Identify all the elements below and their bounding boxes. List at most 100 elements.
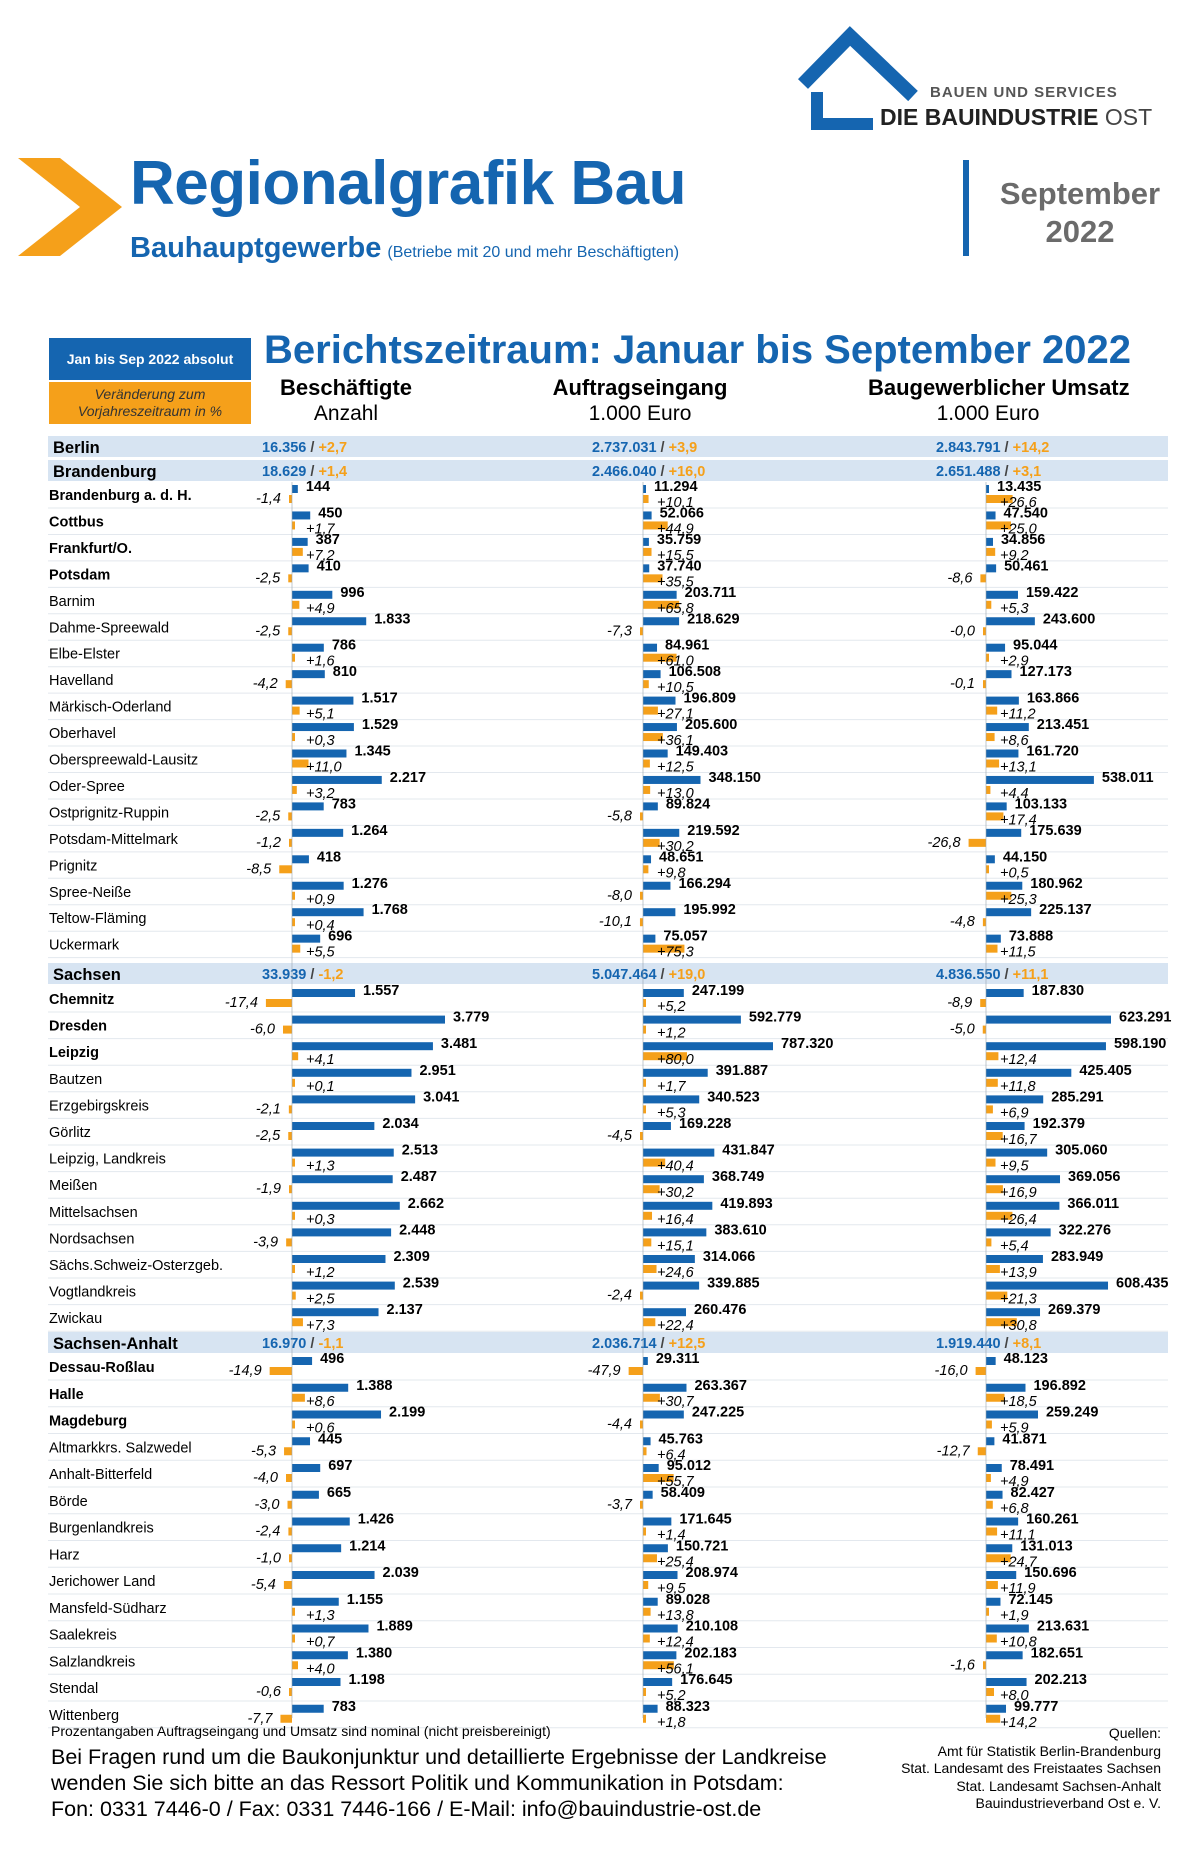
change-bar [283, 1581, 292, 1589]
region-label: Elbe-Elster [49, 647, 120, 663]
change-bar [628, 1367, 643, 1375]
value-bar [292, 1148, 394, 1157]
column-title-employees: Beschäftigte [279, 375, 413, 400]
value-label: 2.662 [408, 1196, 444, 1212]
change-label: +1,7 [657, 1079, 687, 1095]
value-label: 159.422 [1026, 585, 1078, 601]
change-bar [986, 706, 998, 715]
value-bar [643, 881, 671, 890]
change-bar [643, 1025, 646, 1034]
change-bar [640, 1420, 643, 1429]
value-bar [643, 670, 661, 679]
change-bar [975, 1367, 986, 1375]
change-bar [643, 1554, 657, 1563]
value-label: 210.108 [686, 1619, 738, 1635]
value-bar [986, 590, 1018, 599]
value-bar [643, 1042, 773, 1051]
value-bar [643, 511, 652, 520]
value-bar [643, 1201, 713, 1210]
column-unit-turnover: 1.000 Euro [936, 402, 1040, 425]
value-bar [986, 1437, 995, 1446]
change-label: -1,4 [256, 491, 281, 507]
group-total-value: 4.836.550 [936, 967, 1001, 983]
value-label: 144 [306, 479, 330, 495]
value-bar [292, 802, 324, 811]
value-bar [292, 1042, 433, 1051]
change-bar [986, 1318, 1017, 1327]
change-bar [292, 1318, 303, 1327]
value-bar [986, 881, 1023, 890]
change-label: -3,7 [607, 1497, 633, 1513]
change-label: +15,1 [657, 1238, 694, 1254]
change-label: -4,5 [607, 1128, 633, 1144]
value-label: 697 [328, 1458, 352, 1474]
value-label: 783 [332, 796, 356, 812]
value-label: 322.276 [1059, 1222, 1111, 1238]
value-bar [986, 617, 1035, 626]
value-label: 1.214 [349, 1538, 385, 1554]
change-bar [986, 891, 1012, 900]
change-label: +0,3 [306, 1212, 335, 1228]
change-label: +5,3 [657, 1105, 686, 1121]
change-bar [643, 1393, 660, 1402]
change-label: +25,4 [657, 1554, 694, 1570]
footer-contact-line: Fon: 0331 7446-0 / Fax: 0331 7446-166 / … [51, 1797, 762, 1821]
column-unit-employees: Anzahl [313, 402, 379, 425]
change-bar [640, 812, 643, 821]
value-label: 1.529 [362, 717, 398, 733]
value-bar [643, 1228, 707, 1237]
change-label: -5,8 [607, 808, 632, 824]
change-bar [986, 1132, 1003, 1140]
value-bar [643, 1175, 704, 1184]
value-label: 35.759 [657, 532, 701, 548]
group-total: 2.466.040 / +16,0 [592, 464, 705, 480]
group-total-value: 2.036.714 [592, 1336, 657, 1352]
region-label: Altmarkkrs. Salzwedel [49, 1440, 192, 1456]
change-label: +24,6 [657, 1265, 695, 1281]
change-bar [986, 1634, 997, 1643]
group-total-change: +16,0 [669, 464, 706, 480]
value-bar [292, 749, 347, 758]
group-total-separator: / [306, 440, 318, 456]
change-bar [292, 1052, 299, 1061]
region-label: Börde [49, 1494, 88, 1510]
value-label: 47.540 [1004, 505, 1048, 521]
change-label: +55,7 [657, 1474, 695, 1490]
value-bar [292, 1490, 319, 1499]
value-label: 176.645 [680, 1672, 732, 1688]
region-label: Salzlandkreis [49, 1654, 135, 1670]
value-bar [986, 485, 989, 493]
change-label: +61,0 [657, 654, 694, 670]
value-bar [292, 590, 333, 599]
region-label: Mittelsachsen [49, 1205, 138, 1221]
value-label: 44.150 [1003, 849, 1047, 865]
value-label: 810 [333, 664, 357, 680]
value-bar [292, 1122, 375, 1130]
region-label: Harz [49, 1547, 80, 1563]
value-bar [643, 617, 680, 626]
value-bar [292, 1255, 386, 1263]
region-label: Uckermark [49, 938, 120, 954]
value-label: 169.228 [679, 1116, 731, 1132]
value-bar [643, 537, 649, 546]
value-bar [643, 989, 684, 997]
change-label: +15,5 [657, 548, 695, 564]
value-bar [292, 1410, 382, 1419]
value-label: 2.217 [390, 770, 426, 786]
change-bar [292, 1265, 295, 1273]
change-label: +9,5 [1000, 1159, 1030, 1175]
value-label: 213.451 [1037, 717, 1089, 733]
footer-note: Prozentangaben Auftragseingang und Umsat… [51, 1723, 551, 1739]
value-label: 150.721 [676, 1538, 728, 1554]
change-label: +7,2 [306, 548, 335, 564]
value-label: 2.309 [393, 1249, 429, 1265]
group-total-value: 16.356 [262, 440, 306, 456]
house-logo-icon [797, 26, 918, 130]
change-label: -0,6 [256, 1684, 282, 1700]
value-label: 285.291 [1051, 1089, 1103, 1105]
value-label: 52.066 [660, 505, 704, 521]
change-bar [265, 999, 292, 1007]
change-bar [643, 495, 649, 503]
change-bar [643, 1634, 650, 1643]
value-label: 283.949 [1051, 1249, 1103, 1265]
